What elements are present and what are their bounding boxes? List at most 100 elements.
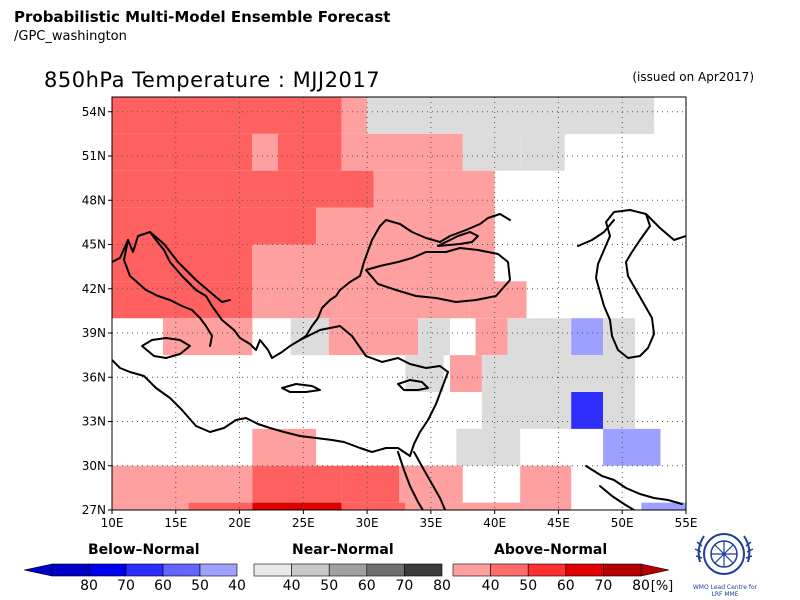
legend-below-label: Below–Normal bbox=[88, 542, 200, 558]
probability-cell bbox=[341, 502, 406, 510]
legend-tick-label: 50 bbox=[191, 578, 209, 594]
probability-cell bbox=[163, 318, 253, 356]
legend-swatch bbox=[452, 563, 491, 577]
legend-arrow bbox=[640, 563, 670, 577]
probability-cell bbox=[603, 318, 635, 356]
lat-tick-label: 42N bbox=[82, 282, 106, 296]
coast-north-africa bbox=[112, 359, 411, 457]
coast-crete bbox=[281, 383, 321, 393]
probability-cell bbox=[112, 97, 342, 134]
coast-black-sea bbox=[365, 247, 511, 303]
probability-cell bbox=[571, 318, 604, 356]
probability-cell bbox=[341, 133, 463, 171]
probability-cell bbox=[603, 428, 661, 466]
lon-tick-label: 10E bbox=[101, 516, 124, 530]
probability-cell bbox=[450, 355, 482, 392]
probability-cell bbox=[507, 318, 572, 356]
legend-tick-label: 60 bbox=[557, 578, 575, 594]
probability-cell bbox=[341, 97, 368, 134]
coast-red-sea bbox=[397, 451, 447, 510]
legend-swatch bbox=[125, 563, 164, 577]
probability-cell bbox=[494, 281, 527, 319]
lon-tick-label: 55E bbox=[675, 516, 698, 530]
coast-caspian bbox=[595, 209, 655, 359]
probability-cell bbox=[112, 207, 317, 245]
probability-cell bbox=[277, 133, 342, 171]
lat-tick-label: 36N bbox=[82, 370, 106, 384]
coast-caspian-north bbox=[577, 213, 686, 247]
probability-cell bbox=[418, 318, 451, 356]
legend-swatch bbox=[527, 563, 567, 577]
legend-swatch bbox=[162, 563, 201, 577]
lat-tick-label: 54N bbox=[82, 105, 106, 119]
legend-tick-label: 70 bbox=[395, 578, 413, 594]
probability-cell bbox=[520, 133, 565, 171]
legend-swatch bbox=[603, 563, 642, 577]
legend-arrow bbox=[23, 563, 53, 577]
legend-tick-label: 40 bbox=[283, 578, 301, 594]
legend-unit: [%] bbox=[651, 579, 674, 594]
probability-cell bbox=[481, 392, 572, 429]
wmo-caption-line-1: WMO Lead Centre for bbox=[692, 584, 758, 591]
legend-tick-label: 80 bbox=[433, 578, 451, 594]
probability-cell bbox=[112, 281, 253, 319]
probability-grid bbox=[112, 97, 686, 510]
latitude-labels: 27N 30N 33N 36N 39N 42N 45N 48N 51N 54N bbox=[82, 105, 112, 517]
legend-tick-label: 70 bbox=[594, 578, 612, 594]
probability-cell bbox=[475, 318, 508, 356]
longitude-labels: 10E 15E 20E 25E 30E 35E 40E 45E 50E 55E bbox=[101, 510, 698, 530]
probability-cell bbox=[341, 465, 399, 503]
coast-greece-turkey bbox=[339, 213, 511, 291]
probability-cell bbox=[252, 281, 272, 319]
legend-tick-label: 40 bbox=[482, 578, 500, 594]
coast-cyprus bbox=[397, 379, 429, 391]
lon-tick-label: 40E bbox=[483, 516, 506, 530]
legend-swatch bbox=[291, 563, 330, 577]
probability-cell bbox=[112, 502, 189, 510]
legend-tick-label: 40 bbox=[228, 578, 246, 594]
probability-cell bbox=[462, 133, 521, 171]
wmo-logo bbox=[688, 528, 760, 596]
probability-cell bbox=[112, 170, 374, 208]
legend-tick-label: 50 bbox=[320, 578, 338, 594]
probability-cell bbox=[373, 170, 495, 208]
product-source: /GPC_washington bbox=[14, 29, 127, 44]
probability-cell bbox=[252, 502, 342, 510]
probability-cell bbox=[641, 502, 686, 510]
legend-near-label: Near–Normal bbox=[292, 542, 394, 558]
legend-above-label: Above–Normal bbox=[494, 542, 608, 558]
legend-tick-label: 80 bbox=[632, 578, 650, 594]
probability-cell bbox=[405, 355, 444, 392]
wmo-logo-caption: WMO Lead Centre for LRF MME bbox=[680, 584, 770, 598]
lat-tick-label: 45N bbox=[82, 238, 106, 252]
coast-persian-gulf bbox=[585, 465, 683, 510]
legend-tick-label: 60 bbox=[154, 578, 172, 594]
legend-swatch bbox=[366, 563, 405, 577]
legend-swatch bbox=[88, 563, 127, 577]
probability-cell bbox=[252, 428, 317, 466]
probability-cell bbox=[571, 392, 604, 429]
lat-tick-label: 27N bbox=[82, 503, 106, 517]
issued-date: (issued on Apr2017) bbox=[632, 70, 754, 84]
legend-swatch bbox=[328, 563, 368, 577]
probability-cell bbox=[456, 428, 521, 466]
legend-swatch bbox=[404, 563, 443, 577]
legend-swatch bbox=[199, 563, 238, 577]
probability-cell bbox=[112, 133, 253, 171]
legend-tick-label: 60 bbox=[358, 578, 376, 594]
probability-cell bbox=[328, 318, 419, 356]
lon-tick-label: 45E bbox=[547, 516, 570, 530]
coast-crimea bbox=[437, 231, 479, 247]
legend-tick-label: 70 bbox=[117, 578, 135, 594]
legend-swatch bbox=[253, 563, 292, 577]
coastlines bbox=[112, 209, 686, 510]
probability-legend: 80 70 60 50 40 40 50 60 70 80 40 50 60 70 80 [%] bbox=[23, 563, 674, 594]
coast-italy-tyrrhenian bbox=[123, 239, 213, 347]
map-title: 850hPa Temperature : MJJ2017 bbox=[44, 68, 381, 92]
legend-swatch bbox=[565, 563, 604, 577]
product-title: Probabilistic Multi-Model Ensemble Forec… bbox=[14, 8, 391, 26]
legend-tick-label: 80 bbox=[80, 578, 98, 594]
coast-levant bbox=[409, 371, 449, 457]
lon-tick-label: 15E bbox=[164, 516, 187, 530]
